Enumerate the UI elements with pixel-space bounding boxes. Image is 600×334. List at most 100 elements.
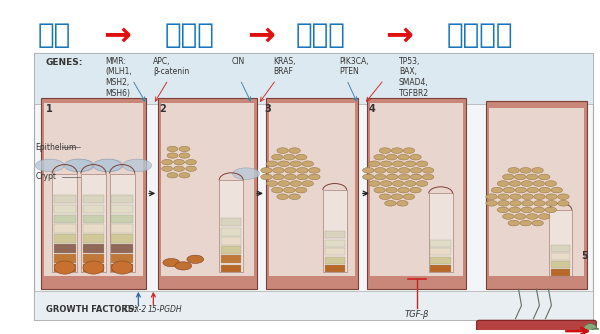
Bar bbox=[83, 214, 104, 223]
Ellipse shape bbox=[185, 159, 196, 165]
Text: TGF-β: TGF-β bbox=[404, 310, 429, 319]
Ellipse shape bbox=[508, 220, 520, 226]
Ellipse shape bbox=[510, 194, 521, 199]
Text: 15-PGDH: 15-PGDH bbox=[148, 305, 182, 314]
Ellipse shape bbox=[522, 194, 533, 199]
Ellipse shape bbox=[65, 159, 94, 172]
Ellipse shape bbox=[123, 159, 152, 172]
Text: PIK3CA,
PTEN: PIK3CA, PTEN bbox=[339, 57, 368, 76]
Ellipse shape bbox=[167, 146, 178, 152]
Ellipse shape bbox=[586, 333, 599, 334]
Ellipse shape bbox=[374, 187, 385, 193]
Bar bbox=[485, 101, 587, 289]
Ellipse shape bbox=[175, 262, 191, 270]
Ellipse shape bbox=[508, 168, 520, 173]
Ellipse shape bbox=[503, 187, 515, 193]
Ellipse shape bbox=[539, 214, 550, 219]
Bar bbox=[54, 195, 76, 203]
Bar bbox=[112, 195, 133, 203]
Bar bbox=[112, 214, 133, 223]
Ellipse shape bbox=[185, 166, 196, 171]
Ellipse shape bbox=[422, 174, 434, 180]
Text: Epithelium: Epithelium bbox=[35, 143, 77, 152]
Ellipse shape bbox=[545, 207, 557, 213]
Bar bbox=[112, 254, 133, 263]
Bar bbox=[221, 256, 241, 263]
Bar bbox=[81, 174, 106, 273]
Ellipse shape bbox=[308, 174, 320, 180]
Ellipse shape bbox=[503, 174, 514, 180]
Ellipse shape bbox=[527, 174, 538, 180]
Ellipse shape bbox=[112, 261, 133, 274]
Ellipse shape bbox=[404, 181, 416, 186]
Ellipse shape bbox=[515, 174, 526, 180]
Text: 5: 5 bbox=[581, 251, 588, 261]
Bar bbox=[266, 98, 358, 289]
Bar bbox=[52, 174, 77, 273]
Bar bbox=[54, 214, 76, 223]
Ellipse shape bbox=[515, 187, 527, 193]
Ellipse shape bbox=[179, 153, 190, 158]
Text: Crypt: Crypt bbox=[35, 172, 56, 181]
Ellipse shape bbox=[410, 187, 421, 193]
Bar bbox=[44, 103, 143, 276]
Ellipse shape bbox=[296, 154, 307, 160]
Ellipse shape bbox=[398, 168, 410, 173]
Bar bbox=[221, 246, 241, 254]
Text: →: → bbox=[385, 19, 413, 52]
Ellipse shape bbox=[416, 181, 428, 186]
Ellipse shape bbox=[392, 161, 404, 167]
Ellipse shape bbox=[533, 207, 545, 213]
Ellipse shape bbox=[179, 173, 190, 178]
Ellipse shape bbox=[590, 328, 600, 334]
Bar bbox=[34, 53, 593, 320]
Ellipse shape bbox=[162, 166, 172, 171]
Ellipse shape bbox=[521, 181, 533, 186]
Bar bbox=[551, 269, 570, 276]
Text: 恶性肿瘤: 恶性肿瘤 bbox=[446, 21, 513, 49]
Bar bbox=[161, 103, 254, 276]
Ellipse shape bbox=[527, 214, 538, 219]
Ellipse shape bbox=[285, 174, 296, 180]
Ellipse shape bbox=[391, 148, 403, 153]
Ellipse shape bbox=[584, 324, 597, 333]
Ellipse shape bbox=[558, 194, 569, 199]
Ellipse shape bbox=[273, 168, 284, 173]
Ellipse shape bbox=[386, 174, 398, 180]
Ellipse shape bbox=[497, 181, 509, 186]
Text: CIN: CIN bbox=[231, 57, 244, 66]
Ellipse shape bbox=[302, 181, 313, 186]
Bar bbox=[430, 257, 451, 264]
Ellipse shape bbox=[498, 200, 509, 206]
Ellipse shape bbox=[308, 168, 320, 173]
Ellipse shape bbox=[398, 174, 410, 180]
Ellipse shape bbox=[285, 168, 296, 173]
Ellipse shape bbox=[534, 194, 545, 199]
Ellipse shape bbox=[187, 255, 203, 264]
Text: 大腺瘤: 大腺瘤 bbox=[296, 21, 346, 49]
Ellipse shape bbox=[416, 161, 428, 167]
Ellipse shape bbox=[297, 168, 308, 173]
Ellipse shape bbox=[539, 174, 550, 180]
Ellipse shape bbox=[284, 154, 295, 160]
Text: →: → bbox=[103, 19, 131, 52]
Ellipse shape bbox=[497, 207, 509, 213]
Bar bbox=[34, 291, 593, 320]
Bar bbox=[221, 265, 241, 273]
Ellipse shape bbox=[486, 200, 497, 206]
Bar bbox=[551, 261, 570, 268]
Ellipse shape bbox=[290, 161, 301, 167]
Ellipse shape bbox=[410, 154, 421, 160]
Ellipse shape bbox=[546, 200, 557, 206]
Bar bbox=[430, 265, 451, 273]
Ellipse shape bbox=[397, 200, 408, 206]
Bar bbox=[83, 224, 104, 233]
FancyBboxPatch shape bbox=[476, 320, 596, 334]
Bar bbox=[54, 234, 76, 243]
Bar bbox=[430, 239, 451, 247]
Bar bbox=[158, 98, 257, 289]
Ellipse shape bbox=[533, 181, 545, 186]
Ellipse shape bbox=[302, 161, 313, 167]
Bar bbox=[219, 180, 243, 273]
Ellipse shape bbox=[272, 187, 283, 193]
